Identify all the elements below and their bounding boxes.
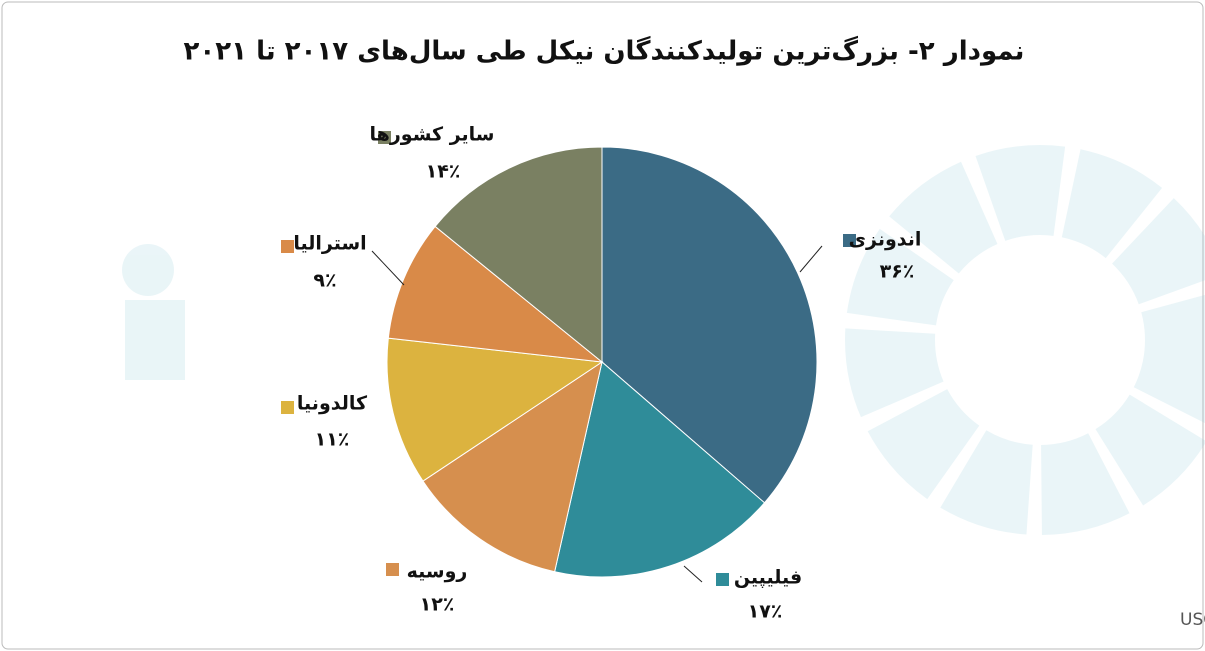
chart-title: نمودار ۲- بزرگ‌ترین تولیدکنندگان نیکل طی… [184,36,1025,67]
slice-label: سایر کشورها [370,124,495,146]
slice-value: ۹٪ [313,270,336,292]
pie-slice [387,225,604,363]
slice-label: اندونزی [849,229,922,251]
pie-slice [386,337,604,482]
legend-swatch [281,401,294,414]
legend-swatch [378,131,391,144]
legend-swatch [281,240,294,253]
source: منبع: USGS [1180,610,1205,630]
legend-swatch [386,563,399,576]
pie-slice [422,360,603,573]
watermark [122,145,1205,535]
slice-value: ۱۲٪ [420,594,455,616]
pie-slice [434,146,603,364]
legend-swatch [843,234,856,247]
slice-value: ۳۶٪ [880,261,915,283]
slice-label: کالدونیا [297,393,368,415]
slice-label: روسیه [407,561,468,583]
leader-line [371,250,405,286]
leader-line [799,245,823,273]
leader-line [683,565,703,583]
pie-slice [601,146,818,504]
slice-label: فیلیپین [734,567,802,589]
slice-label: استرالیا [293,233,366,255]
slice-value: ۱۱٪ [315,429,350,451]
slice-value: ۱۷٪ [748,601,783,623]
legend-swatch [716,573,729,586]
pie-slice [554,361,766,578]
slice-value: ۱۴٪ [426,161,461,183]
